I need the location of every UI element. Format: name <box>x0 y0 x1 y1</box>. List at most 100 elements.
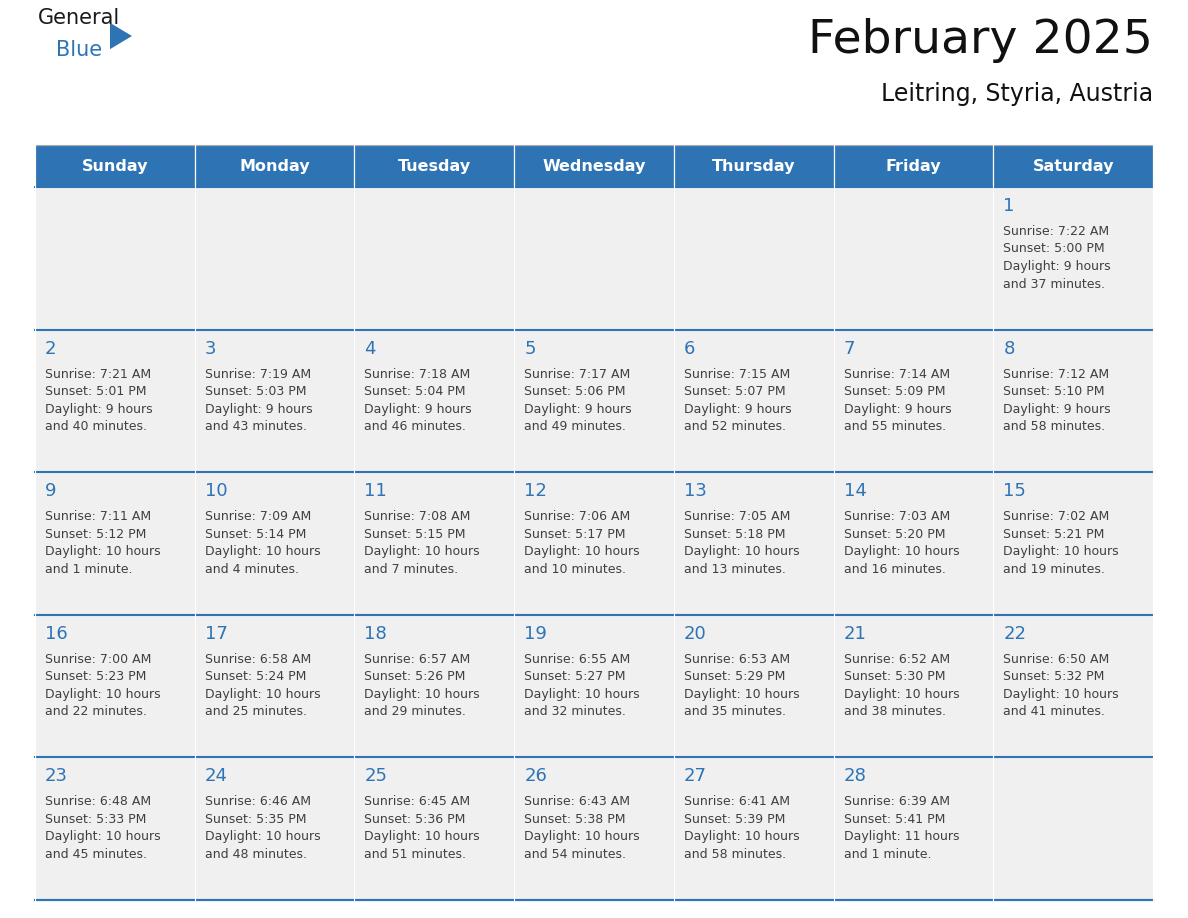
Text: and 41 minutes.: and 41 minutes. <box>1004 705 1105 718</box>
Text: Sunset: 5:27 PM: Sunset: 5:27 PM <box>524 670 626 683</box>
Text: and 54 minutes.: and 54 minutes. <box>524 848 626 861</box>
Text: Sunset: 5:01 PM: Sunset: 5:01 PM <box>45 385 146 398</box>
Text: Sunset: 5:38 PM: Sunset: 5:38 PM <box>524 813 626 826</box>
Text: Daylight: 10 hours: Daylight: 10 hours <box>843 688 959 700</box>
Bar <box>993 757 1154 900</box>
Text: 19: 19 <box>524 625 546 643</box>
Text: Sunset: 5:12 PM: Sunset: 5:12 PM <box>45 528 146 541</box>
Text: Daylight: 10 hours: Daylight: 10 hours <box>684 688 800 700</box>
Text: Daylight: 10 hours: Daylight: 10 hours <box>524 688 640 700</box>
Bar <box>993 472 1154 615</box>
Text: Daylight: 10 hours: Daylight: 10 hours <box>1004 545 1119 558</box>
Text: Sunrise: 6:45 AM: Sunrise: 6:45 AM <box>365 795 470 809</box>
Text: Daylight: 10 hours: Daylight: 10 hours <box>1004 688 1119 700</box>
Bar <box>34 187 195 330</box>
Text: and 35 minutes.: and 35 minutes. <box>684 705 785 718</box>
Text: Daylight: 9 hours: Daylight: 9 hours <box>1004 403 1111 416</box>
Text: Daylight: 9 hours: Daylight: 9 hours <box>684 403 791 416</box>
Text: Sunrise: 7:02 AM: Sunrise: 7:02 AM <box>1004 510 1110 523</box>
Text: Sunset: 5:32 PM: Sunset: 5:32 PM <box>1004 670 1105 683</box>
Text: Sunset: 5:15 PM: Sunset: 5:15 PM <box>365 528 466 541</box>
Bar <box>34 472 195 615</box>
Text: Sunday: Sunday <box>82 159 148 174</box>
Text: Sunrise: 7:19 AM: Sunrise: 7:19 AM <box>204 367 311 381</box>
Text: Daylight: 10 hours: Daylight: 10 hours <box>365 831 480 844</box>
Text: and 16 minutes.: and 16 minutes. <box>843 563 946 576</box>
Text: and 29 minutes.: and 29 minutes. <box>365 705 467 718</box>
Text: 13: 13 <box>684 482 707 500</box>
Text: Sunrise: 7:17 AM: Sunrise: 7:17 AM <box>524 367 631 381</box>
Bar <box>834 757 993 900</box>
Text: Sunset: 5:29 PM: Sunset: 5:29 PM <box>684 670 785 683</box>
Text: and 45 minutes.: and 45 minutes. <box>45 848 147 861</box>
Text: and 49 minutes.: and 49 minutes. <box>524 420 626 433</box>
Text: 26: 26 <box>524 767 546 786</box>
Text: Sunrise: 7:14 AM: Sunrise: 7:14 AM <box>843 367 949 381</box>
Bar <box>354 615 514 757</box>
Text: and 52 minutes.: and 52 minutes. <box>684 420 785 433</box>
Text: General: General <box>38 8 120 28</box>
Text: Sunrise: 7:09 AM: Sunrise: 7:09 AM <box>204 510 311 523</box>
Polygon shape <box>110 23 132 50</box>
Text: 5: 5 <box>524 340 536 358</box>
Bar <box>195 757 354 900</box>
Bar <box>354 472 514 615</box>
Text: Sunset: 5:41 PM: Sunset: 5:41 PM <box>843 813 944 826</box>
Text: Sunset: 5:10 PM: Sunset: 5:10 PM <box>1004 385 1105 398</box>
Text: Sunset: 5:24 PM: Sunset: 5:24 PM <box>204 670 307 683</box>
Text: Sunrise: 6:50 AM: Sunrise: 6:50 AM <box>1004 653 1110 666</box>
Text: 11: 11 <box>365 482 387 500</box>
Text: and 51 minutes.: and 51 minutes. <box>365 848 467 861</box>
Text: 20: 20 <box>684 625 707 643</box>
Bar <box>195 145 354 187</box>
Text: February 2025: February 2025 <box>808 18 1154 63</box>
Bar <box>354 187 514 330</box>
Text: 23: 23 <box>45 767 68 786</box>
Text: and 43 minutes.: and 43 minutes. <box>204 420 307 433</box>
Text: 15: 15 <box>1004 482 1026 500</box>
Text: Sunrise: 7:12 AM: Sunrise: 7:12 AM <box>1004 367 1110 381</box>
Bar <box>834 472 993 615</box>
Text: Sunset: 5:39 PM: Sunset: 5:39 PM <box>684 813 785 826</box>
Text: Sunrise: 7:08 AM: Sunrise: 7:08 AM <box>365 510 470 523</box>
Bar <box>195 615 354 757</box>
Bar <box>993 145 1154 187</box>
Text: Daylight: 10 hours: Daylight: 10 hours <box>204 831 321 844</box>
Bar <box>674 330 834 472</box>
Text: 4: 4 <box>365 340 375 358</box>
Bar <box>34 330 195 472</box>
Text: Sunrise: 7:11 AM: Sunrise: 7:11 AM <box>45 510 151 523</box>
Text: 18: 18 <box>365 625 387 643</box>
Text: Sunrise: 7:00 AM: Sunrise: 7:00 AM <box>45 653 151 666</box>
Text: 12: 12 <box>524 482 546 500</box>
Text: and 46 minutes.: and 46 minutes. <box>365 420 467 433</box>
Text: and 58 minutes.: and 58 minutes. <box>1004 420 1105 433</box>
Text: Sunset: 5:35 PM: Sunset: 5:35 PM <box>204 813 307 826</box>
Text: Sunset: 5:06 PM: Sunset: 5:06 PM <box>524 385 626 398</box>
Bar <box>195 330 354 472</box>
Text: Sunset: 5:14 PM: Sunset: 5:14 PM <box>204 528 307 541</box>
Text: Daylight: 10 hours: Daylight: 10 hours <box>365 688 480 700</box>
Text: Sunrise: 7:03 AM: Sunrise: 7:03 AM <box>843 510 950 523</box>
Text: Daylight: 10 hours: Daylight: 10 hours <box>684 545 800 558</box>
Text: 10: 10 <box>204 482 227 500</box>
Text: and 25 minutes.: and 25 minutes. <box>204 705 307 718</box>
Text: Sunrise: 7:06 AM: Sunrise: 7:06 AM <box>524 510 631 523</box>
Text: and 48 minutes.: and 48 minutes. <box>204 848 307 861</box>
Text: Sunset: 5:00 PM: Sunset: 5:00 PM <box>1004 242 1105 255</box>
Text: and 1 minute.: and 1 minute. <box>45 563 133 576</box>
Text: and 38 minutes.: and 38 minutes. <box>843 705 946 718</box>
Bar <box>674 145 834 187</box>
Text: and 55 minutes.: and 55 minutes. <box>843 420 946 433</box>
Text: and 4 minutes.: and 4 minutes. <box>204 563 298 576</box>
Text: Daylight: 10 hours: Daylight: 10 hours <box>524 545 640 558</box>
Text: Daylight: 10 hours: Daylight: 10 hours <box>843 545 959 558</box>
Text: Sunset: 5:09 PM: Sunset: 5:09 PM <box>843 385 946 398</box>
Text: and 7 minutes.: and 7 minutes. <box>365 563 459 576</box>
Text: Sunrise: 7:22 AM: Sunrise: 7:22 AM <box>1004 225 1110 238</box>
Text: Sunrise: 6:39 AM: Sunrise: 6:39 AM <box>843 795 949 809</box>
Text: Blue: Blue <box>56 40 102 60</box>
Text: Sunset: 5:21 PM: Sunset: 5:21 PM <box>1004 528 1105 541</box>
Text: and 58 minutes.: and 58 minutes. <box>684 848 786 861</box>
Text: Daylight: 9 hours: Daylight: 9 hours <box>204 403 312 416</box>
